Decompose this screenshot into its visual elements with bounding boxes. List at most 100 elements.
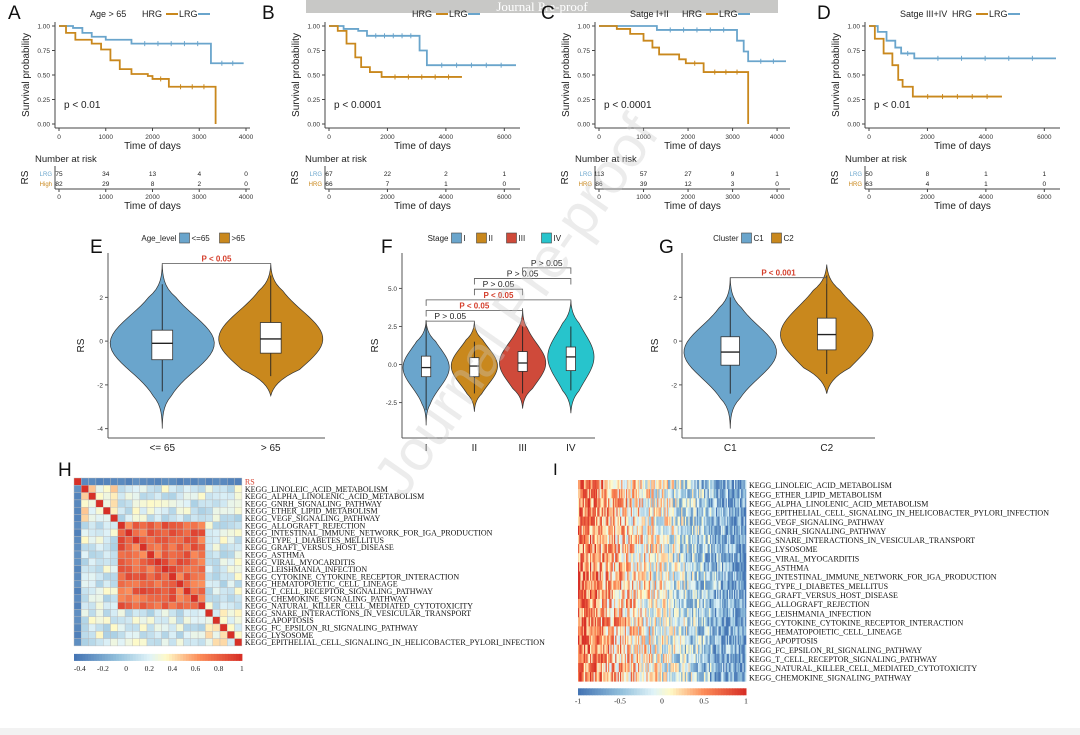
risk-x-axis-label: Time of days — [664, 201, 721, 212]
heatmap-cell — [731, 653, 734, 664]
heatmap-cell — [132, 609, 140, 617]
colorbar-segment — [93, 653, 97, 661]
heatmap-cell — [684, 598, 687, 609]
heatmap-cell — [614, 644, 616, 655]
heatmap-cell — [740, 525, 742, 536]
heatmap-cell — [660, 589, 663, 600]
heatmap-cell — [582, 672, 585, 682]
heatmap-cell — [585, 580, 587, 591]
heatmap-cell — [656, 553, 658, 563]
heatmap-cell — [641, 672, 644, 682]
heatmap-cell — [651, 544, 653, 554]
heatmap-cell — [656, 644, 658, 655]
heatmap-cell — [615, 672, 617, 682]
heatmap-cell — [719, 644, 722, 655]
heatmap-cell — [590, 598, 592, 609]
heatmap-cell — [698, 489, 700, 499]
heatmap-cell — [737, 644, 740, 655]
heatmap-cell — [740, 663, 742, 673]
colorbar-segment — [101, 653, 106, 661]
heatmap-cell — [628, 516, 630, 527]
heatmap-cell — [588, 553, 591, 563]
heatmap-cell — [707, 626, 710, 636]
heatmap-cell — [599, 663, 602, 673]
heatmap-cell — [588, 653, 591, 664]
heatmap-cell — [651, 562, 653, 572]
colorbar-segment — [636, 688, 641, 696]
heatmap-cell — [614, 498, 616, 508]
heatmap-cell — [665, 534, 668, 545]
heatmap-cell — [175, 601, 184, 610]
heatmap-cell — [658, 571, 660, 581]
heatmap-cell — [742, 498, 744, 508]
heatmap-cell — [632, 525, 634, 536]
heatmap-cell — [704, 534, 706, 545]
heatmap-cell — [692, 672, 694, 682]
heatmap-cell — [580, 608, 582, 618]
heatmap-cell — [674, 635, 676, 645]
heatmap-cell — [605, 580, 608, 591]
heatmap-cell — [658, 589, 660, 600]
heatmap-cell — [692, 635, 694, 645]
heatmap-cell — [578, 644, 580, 655]
heatmap-cell — [154, 499, 162, 508]
heatmap-cell — [641, 507, 644, 517]
heatmap-cell — [139, 616, 148, 625]
heatmap-cell — [676, 480, 678, 490]
heatmap-cell — [636, 489, 639, 499]
heatmap-cell — [690, 553, 693, 563]
heatmap-cell — [623, 644, 626, 655]
heatmap-cell — [88, 609, 97, 617]
heatmap-cell — [190, 485, 199, 493]
heatmap-cell — [603, 644, 605, 655]
heatmap-cell — [139, 492, 148, 501]
heatmap-cell — [678, 562, 681, 572]
heatmap-cell — [641, 516, 644, 527]
heatmap-cell — [586, 562, 588, 572]
heatmap-cell — [640, 516, 642, 527]
heatmap-cell — [705, 498, 707, 508]
heatmap-cell — [594, 617, 597, 627]
heatmap-cell — [581, 534, 584, 545]
heatmap-cell — [581, 598, 584, 609]
heatmap-cell — [662, 589, 664, 600]
heatmap-cell — [154, 536, 162, 544]
heatmap-cell — [205, 514, 213, 523]
heatmap-cell — [618, 626, 621, 636]
heatmap-cell — [606, 635, 609, 645]
risk-count: 1 — [984, 171, 988, 178]
heatmap-cell — [722, 534, 724, 545]
heatmap-cell — [605, 516, 608, 527]
heatmap-cell — [139, 528, 148, 537]
heatmap-cell — [678, 653, 681, 664]
heatmap-cell — [660, 571, 663, 581]
heatmap-cell — [650, 571, 652, 581]
heatmap-cell — [599, 507, 602, 517]
heatmap-cell — [724, 571, 726, 581]
heatmap-cell — [726, 516, 729, 527]
heatmap-cell — [635, 489, 638, 499]
heatmap-cell — [640, 507, 642, 517]
heatmap-cell — [681, 480, 683, 490]
heatmap-cell — [606, 626, 609, 636]
y-tick-label: 0.50 — [37, 73, 50, 80]
heatmap-cell — [632, 663, 634, 673]
heatmap-cell — [154, 631, 162, 639]
heatmap-cell — [622, 498, 624, 508]
row-label: KEGG_TYPE_I_DIABETES_MELLITUS — [245, 536, 384, 545]
heatmap-cell — [124, 579, 133, 588]
heatmap-cell — [717, 626, 719, 636]
heatmap-cell — [102, 638, 111, 647]
heatmap-cell — [688, 562, 690, 572]
heatmap-cell — [175, 485, 184, 493]
heatmap-cell — [587, 598, 590, 609]
heatmap-cell — [579, 498, 581, 508]
heatmap-cell — [653, 553, 656, 563]
heatmap-cell — [680, 672, 682, 682]
heatmap-cell — [219, 499, 228, 508]
heatmap-cell — [616, 672, 618, 682]
heatmap-cell — [110, 565, 119, 574]
heatmap-cell — [646, 626, 648, 636]
heatmap-cell — [716, 498, 718, 508]
heatmap-cell — [627, 672, 629, 682]
